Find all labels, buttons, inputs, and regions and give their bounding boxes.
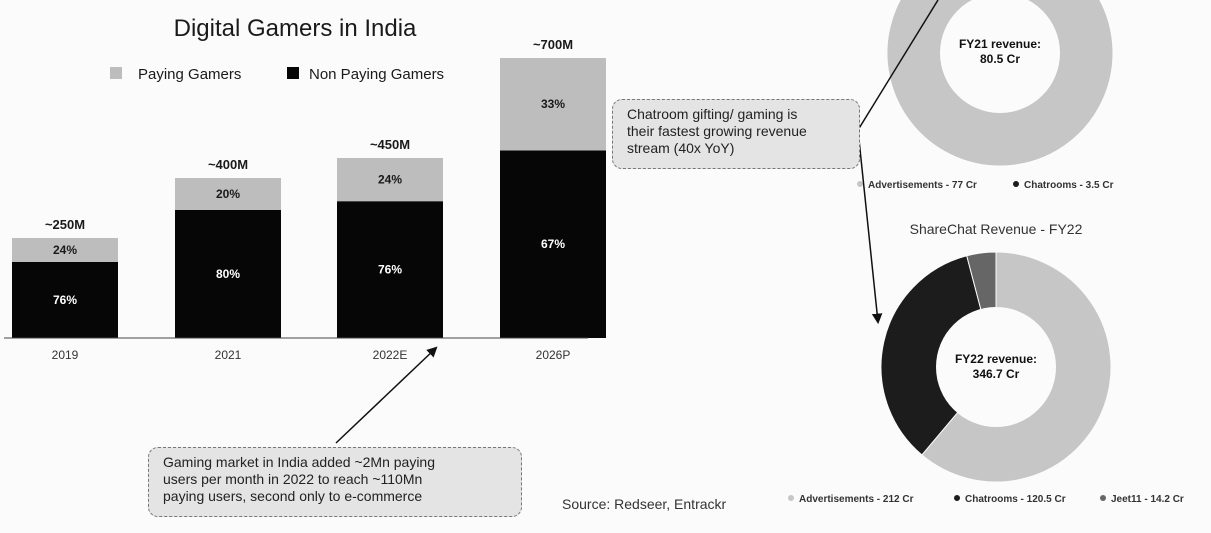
bar-paying-2019: [12, 238, 118, 262]
connector-arrow-down: [857, 129, 883, 325]
fy21-center-label-line2: 80.5 Cr: [980, 52, 1020, 66]
bar-paying-2021: [175, 178, 281, 210]
legend-label-advertisements: Advertisements - 212 Cr: [799, 494, 914, 505]
legend-marker-advertisements: [788, 495, 794, 501]
fy22-donut-slices: [880, 251, 1112, 483]
fy22-center-label-line2: 346.7 Cr: [973, 367, 1020, 381]
legend-marker-advertisements: [857, 181, 863, 187]
source-note: Source: Redseer, Entrackr: [562, 496, 727, 512]
legend-label-advertisements: Advertisements - 77 Cr: [868, 180, 977, 191]
data-label-paying: 24%: [378, 173, 402, 187]
callout-line: stream (40x YoY): [627, 140, 735, 156]
data-label-paying: 24%: [53, 243, 77, 257]
fy21-legend: Advertisements - 77 Cr Chatrooms - 3.5 Cr: [857, 180, 1114, 191]
legend-swatch-paying: [110, 67, 122, 79]
bar-paying-2026P: [500, 58, 606, 151]
total-label: ~450M: [370, 137, 410, 152]
total-label: ~700M: [533, 37, 573, 52]
legend-marker-chatrooms: [1013, 181, 1019, 187]
callout-line: their fastest growing revenue: [627, 123, 807, 139]
legend-label-jeet11: Jeet11 - 14.2 Cr: [1111, 494, 1184, 505]
data-label-non-paying: 76%: [53, 293, 77, 307]
fy22-donut-hole: [936, 307, 1056, 427]
data-label-non-paying: 76%: [378, 263, 402, 277]
legend-swatch-non-paying: [287, 67, 299, 79]
legend-label-non-paying: Non Paying Gamers: [309, 66, 444, 83]
bar-legend: Paying Gamers Non Paying Gamers: [110, 66, 444, 83]
x-tick-label: 2019: [52, 348, 79, 362]
data-label-paying: 20%: [216, 187, 240, 201]
total-label: ~250M: [45, 217, 85, 232]
fy22-legend: Advertisements - 212 Cr Chatrooms - 120.5…: [788, 494, 1184, 505]
bar-series: 76% 24% ~250M 80% 20% ~400M 76% 24% ~450M 67% 33% ~…: [12, 37, 606, 338]
bar-non-paying-2021: [175, 210, 281, 338]
bar-chart-title: Digital Gamers in India: [174, 15, 417, 42]
fy21-donut-hole: [940, 0, 1060, 113]
x-tick-label: 2026P: [536, 348, 571, 362]
callout-line: Gaming market in India added ~2Mn paying: [163, 454, 435, 470]
bar-non-paying-2019: [12, 262, 118, 338]
legend-label-chatrooms: Chatrooms - 120.5 Cr: [965, 494, 1066, 505]
fy22-center-label-line1: FY22 revenue:: [955, 352, 1037, 366]
gaming-market-callout: Gaming market in India added ~2Mn paying…: [148, 447, 522, 517]
legend-label-paying: Paying Gamers: [138, 66, 241, 83]
chatroom-callout: Chatroom gifting/ gaming is their fastes…: [612, 99, 860, 169]
fy22-donut-title: ShareChat Revenue - FY22: [910, 221, 1083, 237]
x-axis-ticks: 2019 2021 2022E 2026P: [52, 348, 571, 362]
x-tick-label: 2021: [215, 348, 242, 362]
fy21-center-label-line1: FY21 revenue:: [959, 37, 1041, 51]
total-label: ~400M: [208, 157, 248, 172]
connector-arrow-up: [335, 346, 438, 444]
callout-line: users per month in 2022 to reach ~110Mn: [163, 471, 423, 487]
fy22-donut-chart: ShareChat Revenue - FY22 FY22 revenue: 3…: [788, 221, 1184, 505]
data-label-non-paying: 67%: [541, 237, 565, 251]
legend-marker-chatrooms: [954, 495, 960, 501]
fy21-donut-chart: FY21 revenue: 80.5 Cr Advertisements - 7…: [857, 0, 1114, 191]
data-label-paying: 33%: [541, 97, 565, 111]
bar-paying-2022E: [337, 158, 443, 202]
x-tick-label: 2022E: [373, 348, 408, 362]
bar-chart: Digital Gamers in India Paying Gamers Non…: [4, 15, 606, 362]
bar-non-paying-2026P: [500, 150, 606, 338]
callout-line: Chatroom gifting/ gaming is: [627, 106, 798, 122]
connector-line-top: [857, 0, 939, 131]
data-label-non-paying: 80%: [216, 267, 240, 281]
legend-label-chatrooms: Chatrooms - 3.5 Cr: [1024, 180, 1114, 191]
legend-marker-jeet11: [1100, 495, 1106, 501]
bar-non-paying-2022E: [337, 201, 443, 338]
callout-line: paying users, second only to e-commerce: [163, 488, 423, 504]
